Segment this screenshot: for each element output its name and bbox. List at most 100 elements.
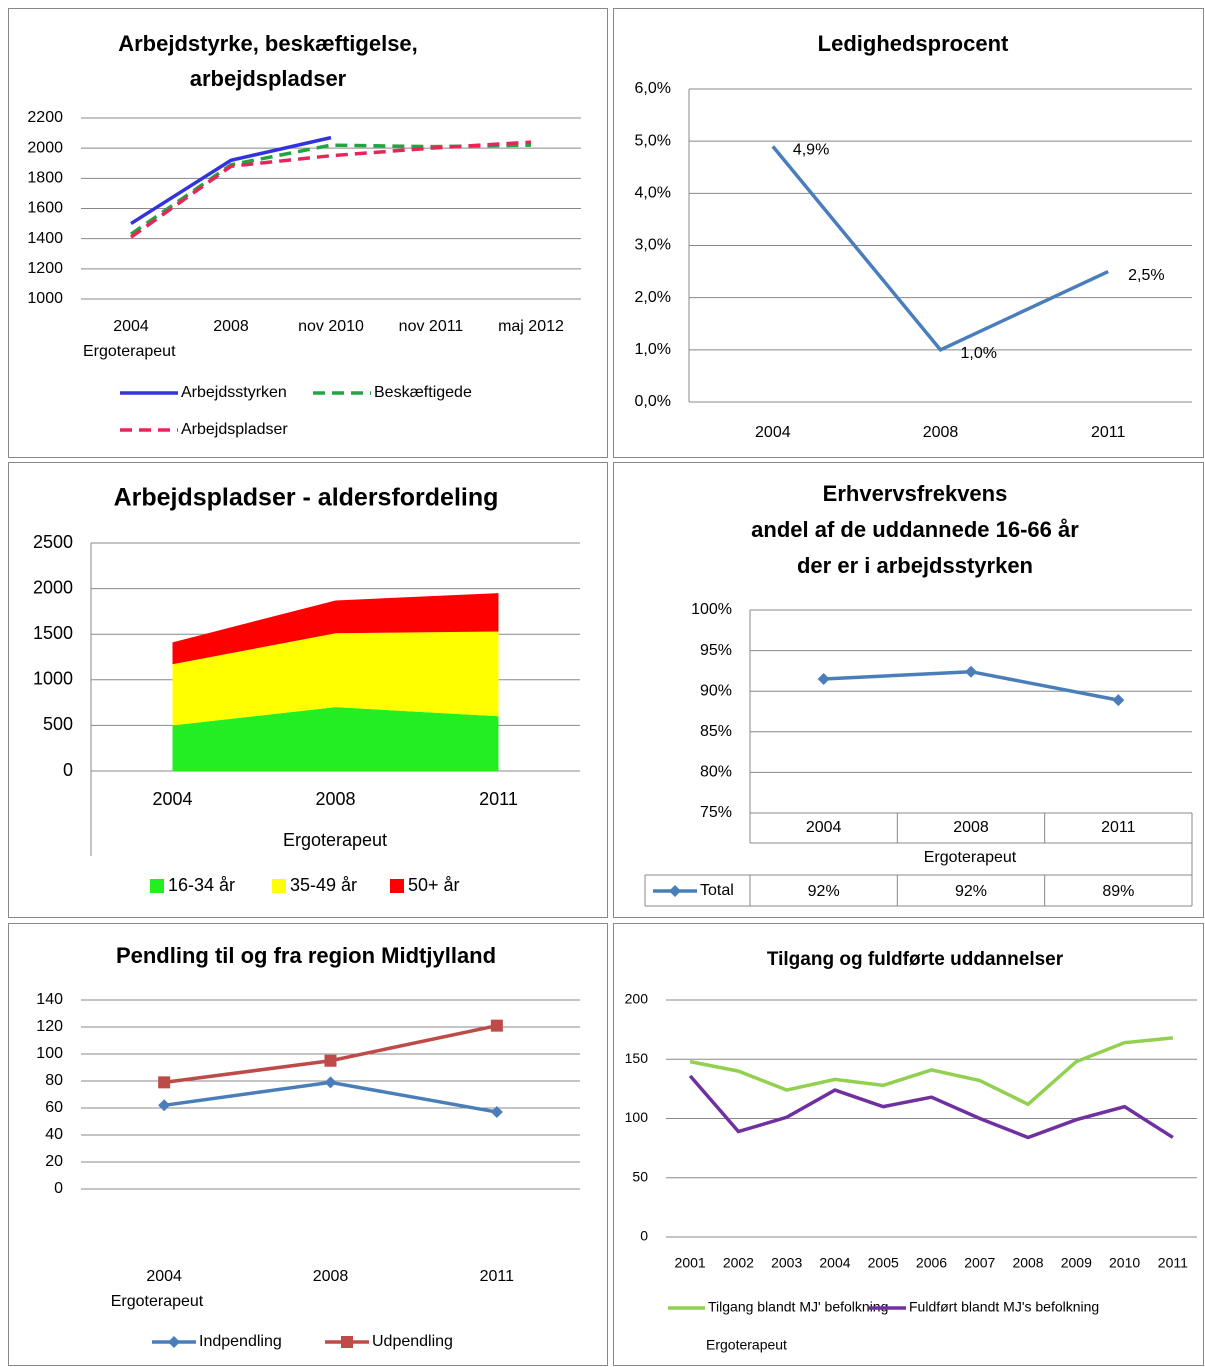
line [129, 140, 532, 239]
y-tick-label: 50 [632, 1168, 648, 1184]
x-tick-label: 2008 [313, 1268, 349, 1285]
area [172, 593, 499, 665]
line [688, 1074, 1174, 1140]
panel [613, 462, 1204, 918]
chart-title: Erhvervsfrekvens [823, 481, 1008, 506]
x-tick-label: 2010 [1109, 1255, 1140, 1271]
x-tick-label: 2011 [480, 1268, 515, 1285]
y-tick-label: 6,0% [635, 80, 671, 97]
x-axis-label: Ergoterapeut [706, 1337, 787, 1353]
y-tick-label: 80% [700, 764, 732, 781]
legend-label: 16-34 år [168, 875, 235, 895]
marker [324, 1054, 337, 1067]
line [130, 143, 532, 236]
data-label: 2,5% [1128, 267, 1164, 284]
y-tick-label: 60 [45, 1099, 63, 1116]
legend-label: Total [700, 882, 734, 899]
y-tick-label: 120 [36, 1018, 63, 1035]
x-tick-label: 2008 [315, 789, 355, 809]
line [689, 1036, 1174, 1107]
x-axis-label: Ergoterapeut [283, 830, 387, 850]
data-label: 1,0% [961, 345, 997, 362]
y-tick-label: 20 [45, 1153, 63, 1170]
legend-label: 50+ år [408, 875, 460, 895]
x-tick-label: 2011 [1101, 819, 1136, 836]
marker [1112, 694, 1125, 707]
chart-title: Arbejdspladser - aldersfordeling [114, 484, 499, 512]
x-tick-label: maj 2012 [498, 318, 564, 335]
x-tick-label: 2008 [1012, 1255, 1043, 1271]
x-tick-label: nov 2011 [399, 318, 464, 335]
x-axis-label: Ergoterapeut [83, 343, 176, 360]
x-tick-label: 2011 [1091, 424, 1126, 441]
y-tick-label: 100% [691, 601, 732, 618]
y-tick-label: 100 [625, 1109, 649, 1125]
legend-label: Arbejdsstyrken [181, 384, 287, 401]
chart-title: arbejdspladser [190, 66, 347, 91]
chart-title: Ledighedsprocent [818, 31, 1009, 56]
y-tick-label: 2000 [27, 139, 63, 156]
x-tick-label: 2006 [916, 1255, 947, 1271]
y-tick-label: 40 [45, 1126, 63, 1143]
chart-title: der er i arbejdsstyrken [797, 553, 1033, 578]
legend-swatch [390, 879, 404, 893]
marker [341, 1336, 353, 1348]
x-axis-label: Ergoterapeut [924, 849, 1017, 866]
table-value: 92% [955, 883, 987, 900]
y-tick-label: 0 [54, 1180, 63, 1197]
line [771, 145, 1109, 352]
marker [158, 1099, 171, 1112]
y-tick-label: 150 [625, 1050, 649, 1066]
marker [817, 673, 830, 686]
x-tick-label: 2004 [113, 318, 149, 335]
panel [8, 923, 608, 1366]
legend-swatch [272, 879, 286, 893]
legend-label: 35-49 år [290, 875, 357, 895]
legend-label: Arbejdspladser [181, 421, 288, 438]
y-tick-label: 1000 [27, 290, 63, 307]
y-tick-label: 0 [63, 760, 73, 780]
y-tick-label: 1000 [33, 669, 73, 689]
table-value: 92% [808, 883, 840, 900]
y-tick-label: 1500 [33, 623, 73, 643]
y-tick-label: 1400 [27, 230, 63, 247]
x-tick-label: 2008 [213, 318, 249, 335]
legend-label: Tilgang blandt MJ' befolkning [708, 1299, 888, 1315]
marker [158, 1076, 171, 1089]
y-tick-label: 5,0% [635, 132, 671, 149]
y-tick-label: 2000 [33, 577, 73, 597]
y-tick-label: 3,0% [635, 237, 671, 254]
x-tick-label: 2008 [953, 819, 989, 836]
marker [168, 1336, 180, 1348]
y-tick-label: 0 [640, 1228, 648, 1244]
x-tick-label: 2007 [964, 1255, 995, 1271]
x-tick-label: nov 2010 [298, 318, 364, 335]
x-tick-label: 2004 [755, 424, 791, 441]
chart-title: Pendling til og fra region Midtjylland [116, 943, 496, 968]
legend-label: Indpendling [199, 1333, 282, 1350]
y-tick-label: 0,0% [635, 393, 671, 410]
legend-swatch [150, 879, 164, 893]
y-tick-label: 2,0% [635, 289, 671, 306]
panel [8, 8, 608, 458]
x-tick-label: 2004 [152, 789, 192, 809]
y-tick-label: 1800 [27, 170, 63, 187]
y-tick-label: 90% [700, 682, 732, 699]
x-axis-label: Ergoterapeut [111, 1293, 204, 1310]
y-tick-label: 1200 [27, 260, 63, 277]
y-tick-label: 80 [45, 1072, 63, 1089]
panel [8, 462, 608, 918]
legend-label: Beskæftigede [374, 384, 472, 401]
x-tick-label: 2003 [771, 1255, 802, 1271]
marker [965, 665, 977, 678]
area [172, 707, 499, 771]
marker [324, 1076, 337, 1089]
y-tick-label: 2200 [27, 109, 63, 126]
area [172, 631, 499, 726]
x-tick-label: 2001 [675, 1255, 706, 1271]
x-tick-label: 2009 [1061, 1255, 1092, 1271]
chart-title: Arbejdstyrke, beskæftigelse, [118, 31, 418, 56]
y-tick-label: 140 [36, 991, 63, 1008]
chart-title: andel af de uddannede 16-66 år [751, 517, 1079, 542]
data-label: 4,9% [793, 142, 829, 159]
